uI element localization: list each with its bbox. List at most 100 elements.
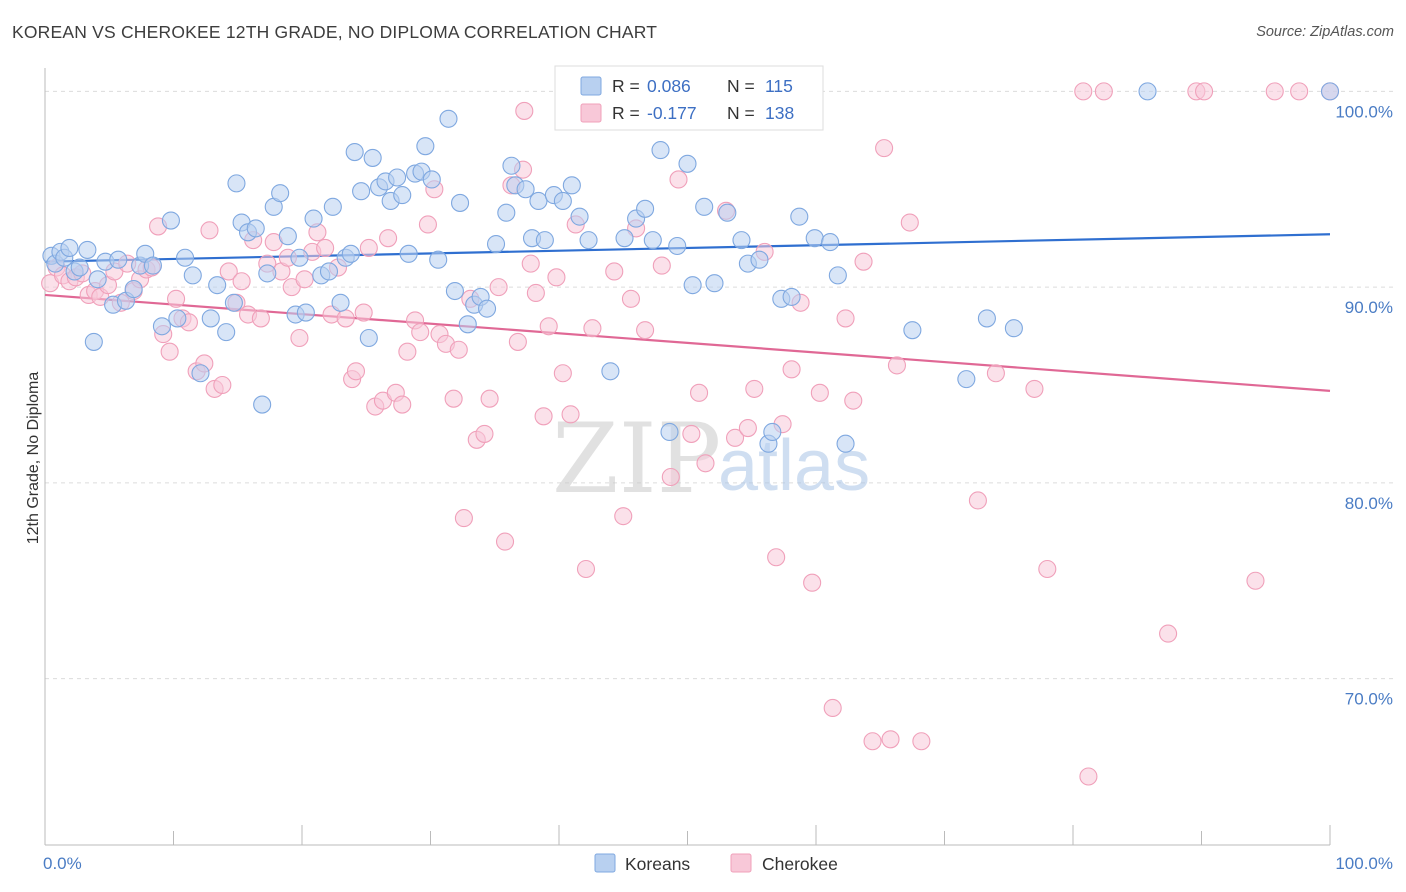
point-koreans-78	[553, 191, 572, 211]
point-cherokee-43	[316, 238, 335, 258]
x-tick-label-left: 0.0%	[43, 854, 82, 873]
point-cherokee-46	[336, 309, 355, 328]
point-koreans-102	[782, 287, 801, 306]
point-koreans-89	[660, 422, 679, 442]
point-cherokee-30	[232, 272, 251, 291]
y-tick-label-3: 70.0%	[1345, 690, 1393, 709]
point-koreans-49	[359, 328, 378, 348]
point-koreans-47	[345, 142, 364, 162]
point-koreans-20	[168, 309, 187, 328]
point-cherokee-133	[1290, 82, 1309, 101]
point-koreans-14	[124, 280, 143, 299]
point-cherokee-71	[495, 532, 515, 551]
point-cherokee-50	[359, 238, 378, 258]
bottom-legend-swatch-cherokee	[730, 853, 752, 873]
bottom-legend-label-cherokee: Cherokee	[762, 854, 838, 874]
point-koreans-65	[458, 315, 477, 334]
point-koreans-39	[296, 303, 315, 322]
legend-swatch-koreans	[580, 76, 602, 96]
point-cherokee-116	[863, 732, 882, 751]
point-cherokee-64	[449, 340, 468, 359]
point-cherokee-135	[1079, 767, 1098, 786]
point-cherokee-108	[782, 360, 801, 379]
point-cherokee-39	[290, 328, 309, 348]
point-koreans-109	[957, 370, 976, 389]
point-cherokee-77	[534, 407, 553, 426]
point-koreans-110	[977, 309, 996, 328]
point-cherokee-114	[844, 391, 863, 410]
point-cherokee-88	[621, 289, 641, 308]
point-cherokee-113	[836, 309, 855, 328]
point-koreans-88	[651, 141, 670, 160]
point-koreans-21	[176, 248, 195, 267]
point-cherokee-86	[605, 262, 624, 281]
point-cherokee-58	[411, 323, 430, 342]
bottom-legend-label-koreans: Koreans	[625, 854, 690, 874]
point-cherokee-49	[354, 303, 373, 322]
point-cherokee-53	[379, 229, 398, 248]
point-koreans-6	[70, 258, 89, 277]
point-koreans-54	[388, 168, 407, 187]
point-cherokee-106	[767, 548, 786, 567]
point-cherokee-121	[912, 732, 931, 751]
point-koreans-46	[341, 244, 360, 263]
point-koreans-111	[1004, 319, 1023, 338]
chart-title: KOREAN VS CHEROKEE 12TH GRADE, NO DIPLOM…	[12, 22, 658, 42]
point-koreans-64	[451, 193, 470, 212]
point-cherokee-130	[1195, 82, 1214, 101]
point-koreans-61	[429, 250, 448, 269]
point-cherokee-68	[475, 424, 494, 443]
point-cherokee-122	[968, 491, 987, 510]
source-credit: Source: ZipAtlas.com	[1256, 24, 1394, 40]
point-cherokee-97	[696, 454, 715, 473]
point-cherokee-104	[745, 379, 764, 398]
point-cherokee-19	[160, 342, 179, 361]
point-koreans-17	[143, 256, 162, 275]
point-koreans-96	[732, 231, 751, 250]
bottom-legend-swatch-koreans	[594, 853, 616, 873]
point-koreans-93	[695, 197, 714, 216]
point-koreans-86	[636, 199, 655, 218]
point-cherokee-127	[1094, 82, 1113, 101]
point-koreans-63	[445, 281, 464, 301]
point-koreans-4	[60, 238, 79, 258]
point-koreans-33	[258, 264, 277, 283]
point-cherokee-126	[1074, 82, 1093, 101]
point-cherokee-118	[881, 730, 900, 749]
point-koreans-70	[497, 203, 516, 222]
point-cherokee-70	[489, 278, 508, 297]
point-koreans-113	[1320, 82, 1340, 101]
point-koreans-32	[253, 395, 272, 414]
point-koreans-69	[486, 234, 506, 254]
point-koreans-108	[903, 321, 922, 340]
grid-lines	[45, 90, 1393, 680]
point-cherokee-119	[887, 356, 907, 375]
legend-n-label-cherokee: N =	[727, 103, 755, 123]
point-koreans-56	[399, 244, 418, 263]
y-tick-label-0: 100.0%	[1335, 102, 1393, 121]
point-cherokee-124	[1025, 379, 1044, 398]
point-koreans-92	[683, 276, 702, 295]
point-koreans-90	[668, 236, 687, 256]
point-koreans-28	[227, 174, 246, 193]
legend-r-value-cherokee: -0.177	[647, 103, 697, 123]
point-cherokee-136	[515, 101, 534, 120]
point-koreans-24	[201, 309, 220, 328]
point-koreans-48	[352, 182, 371, 201]
point-cherokee-111	[810, 383, 829, 402]
point-koreans-25	[208, 276, 227, 295]
point-cherokee-28	[219, 262, 238, 281]
point-koreans-40	[304, 209, 323, 228]
point-cherokee-103	[738, 419, 757, 438]
point-koreans-84	[615, 229, 634, 248]
legend-r-label-koreans: R =	[612, 76, 640, 96]
point-koreans-9	[88, 270, 107, 289]
point-cherokee-83	[576, 559, 596, 579]
point-cherokee-79	[547, 268, 566, 287]
legend-n-label-koreans: N =	[727, 76, 755, 96]
series-legend: Koreans Cherokee	[594, 853, 838, 874]
point-koreans-73	[516, 180, 535, 199]
point-koreans-31	[246, 219, 265, 238]
trend-lines	[44, 233, 1331, 392]
